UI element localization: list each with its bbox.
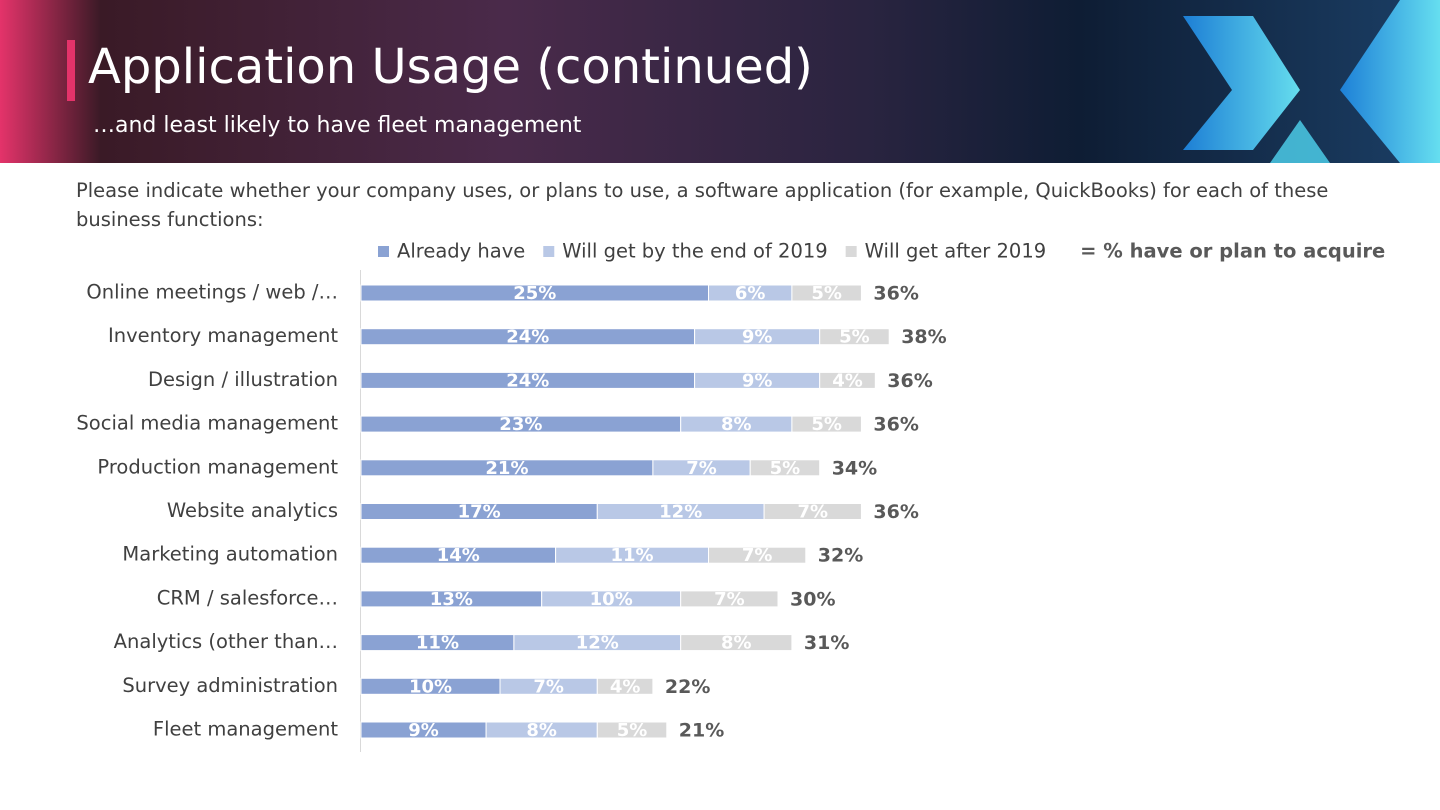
- value-label: 11%: [611, 545, 654, 566]
- value-label: 9%: [408, 720, 439, 741]
- value-label: 7%: [742, 545, 773, 566]
- bar-segment: [791, 415, 862, 433]
- category-label: Analytics (other than…: [114, 630, 338, 653]
- value-label: 12%: [659, 502, 702, 523]
- value-label: 9%: [742, 370, 773, 391]
- category-label: CRM / salesforce…: [157, 586, 338, 609]
- category-label: Social media management: [76, 412, 338, 435]
- total-label: 34%: [832, 457, 877, 479]
- total-label: 36%: [873, 414, 918, 436]
- legend-swatch: [378, 246, 389, 257]
- category-label: Inventory management: [108, 324, 338, 347]
- bar-segment: [680, 590, 779, 608]
- value-label: 8%: [721, 414, 752, 435]
- total-label: 32%: [818, 545, 863, 567]
- bar-segment: [763, 503, 862, 520]
- value-label: 5%: [770, 458, 801, 479]
- total-label: 31%: [804, 632, 849, 654]
- bar-segment: [596, 677, 654, 695]
- value-label: 7%: [533, 676, 564, 697]
- value-label: 4%: [610, 676, 641, 697]
- bar-segment: [749, 459, 821, 477]
- category-label: Survey administration: [122, 674, 338, 697]
- value-label: 11%: [416, 633, 459, 654]
- logo-chevron: [1340, 0, 1440, 163]
- question: Please indicate whether your company use…: [76, 179, 1329, 231]
- value-label: 6%: [735, 283, 766, 304]
- value-label: 9%: [742, 327, 773, 348]
- legend-swatch: [543, 246, 555, 257]
- legend-label: Will get by the end of 2019: [562, 240, 827, 263]
- value-label: 13%: [430, 589, 473, 610]
- legend-swatch: [845, 246, 857, 257]
- value-label: 17%: [458, 502, 501, 523]
- total-label: 36%: [873, 501, 918, 523]
- value-label: 4%: [832, 370, 863, 391]
- category-label: Marketing automation: [122, 543, 338, 566]
- legend: Already have Will get by the end of 2019 W…: [378, 240, 1385, 263]
- value-label: 7%: [686, 458, 717, 479]
- logo-chevron: [1270, 120, 1330, 163]
- bar-segment: [791, 284, 862, 302]
- bar-segment: [819, 328, 890, 346]
- value-label: 8%: [721, 633, 752, 654]
- category-label: Design / illustration: [148, 368, 338, 391]
- value-label: 21%: [485, 458, 528, 479]
- category-label: Fleet management: [153, 718, 338, 741]
- logo-chevron: [1183, 16, 1300, 150]
- value-label: 8%: [526, 720, 557, 741]
- value-label: 10%: [409, 676, 452, 697]
- bar-segment: [596, 721, 668, 739]
- value-label: 24%: [506, 327, 549, 348]
- value-label: 23%: [499, 414, 542, 435]
- total-label: 22%: [665, 676, 710, 698]
- total-label: 30%: [790, 588, 835, 610]
- legend-total: = % have or plan to acquire: [1080, 240, 1385, 263]
- category-label: Online meetings / web /…: [86, 281, 338, 304]
- bar-segment: [708, 546, 807, 564]
- bar-segment: [680, 634, 793, 652]
- category-label: Website analytics: [167, 499, 338, 522]
- legend-label: Already have: [397, 240, 525, 263]
- title-accent: [67, 40, 75, 101]
- total-label: 21%: [679, 720, 724, 742]
- value-label: 25%: [513, 283, 556, 304]
- plot: Online meetings / web /… 25% 6% 5% 36% Invent…: [76, 281, 946, 742]
- value-label: 5%: [811, 283, 842, 304]
- total-label: 36%: [873, 283, 918, 305]
- value-label: 5%: [617, 720, 648, 741]
- value-label: 7%: [714, 589, 745, 610]
- value-label: 10%: [590, 589, 633, 610]
- title: Application Usage (continued): [88, 39, 813, 95]
- value-label: 12%: [576, 633, 619, 654]
- value-label: 24%: [506, 370, 549, 391]
- total-label: 38%: [901, 326, 946, 348]
- legend-label: Will get after 2019: [865, 240, 1046, 263]
- value-label: 5%: [839, 327, 870, 348]
- value-label: 14%: [437, 545, 480, 566]
- total-label: 36%: [887, 370, 932, 392]
- subtitle: …and least likely to have fleet manageme…: [93, 113, 582, 138]
- value-label: 7%: [797, 502, 828, 523]
- bar-segment: [819, 371, 876, 389]
- value-label: 5%: [811, 414, 842, 435]
- category-label: Production management: [97, 455, 338, 478]
